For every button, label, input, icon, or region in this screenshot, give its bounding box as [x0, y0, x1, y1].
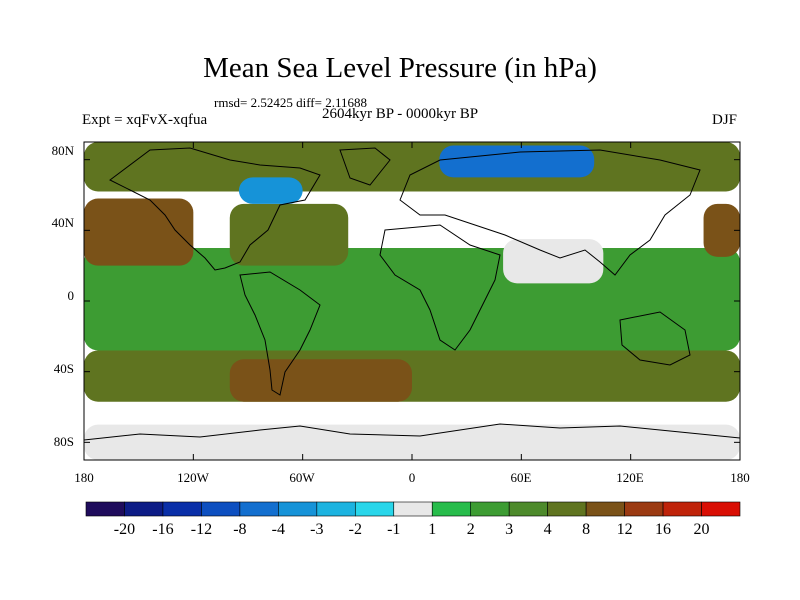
field-region	[84, 198, 194, 266]
field-region	[84, 424, 740, 460]
colorbar-swatch	[278, 501, 318, 517]
colorbar-swatch	[624, 501, 664, 517]
field-region	[229, 203, 349, 266]
field-region	[84, 142, 740, 192]
experiment-label: Expt = xqFvX-xqfua	[82, 112, 208, 128]
colorbar-label: -8	[233, 521, 247, 538]
colorbar-label: -20	[113, 521, 136, 538]
x-tick-label: 120W	[177, 470, 209, 485]
coastlines	[84, 147, 740, 441]
period-label: 2604kyr BP - 0000kyr BP	[322, 106, 479, 122]
colorbar-swatch	[701, 501, 741, 517]
colorbar-label: 3	[505, 521, 514, 538]
colorbar-label: -4	[271, 521, 285, 538]
colorbar-label: -1	[387, 521, 401, 538]
colorbar-label: 2	[466, 521, 475, 538]
colorbar-label: 4	[543, 521, 552, 538]
x-tick-label: 120E	[616, 470, 644, 485]
y-tick-label: 40N	[51, 215, 74, 230]
colorbar-label: 20	[693, 521, 710, 538]
colorbar-label: -2	[348, 521, 362, 538]
colorbar-swatch	[354, 501, 395, 517]
colorbar-label: 12	[616, 521, 633, 538]
x-tick-label: 180	[730, 470, 750, 485]
colorbar	[85, 501, 741, 517]
field-region	[238, 177, 303, 204]
stats-line: rmsd= 2.52425 diff= 2.11688	[214, 95, 367, 110]
y-tick-label: 40S	[53, 361, 74, 376]
colorbar-swatch	[431, 501, 472, 517]
colorbar-swatch	[470, 501, 510, 517]
x-tick-label: 180	[74, 470, 94, 485]
colorbar-swatch	[85, 501, 125, 517]
field-region	[503, 239, 604, 284]
colorbar-swatch	[662, 501, 702, 517]
colorbar-swatch	[124, 501, 164, 517]
x-tick-label: 0	[408, 470, 416, 485]
colorbar-label: 16	[655, 521, 672, 538]
y-tick-label: 0	[67, 288, 75, 303]
x-tick-label: 60W	[289, 470, 315, 485]
colorbar-label: -12	[190, 521, 213, 538]
y-tick-label: 80S	[53, 434, 74, 449]
colorbar-swatch	[201, 501, 241, 517]
colorbar-swatch	[547, 501, 587, 517]
season-label: DJF	[712, 112, 738, 128]
colorbar-label: 8	[582, 521, 591, 538]
colorbar-swatch	[508, 501, 548, 517]
field-region	[703, 203, 740, 257]
colorbar-swatch	[393, 501, 433, 517]
field-region	[229, 359, 412, 402]
y-tick-label: 80N	[51, 143, 74, 158]
colorbar-swatch	[316, 501, 356, 517]
axis-ticks	[83, 142, 741, 460]
colorbar-swatch	[239, 501, 279, 517]
pressure-field	[84, 142, 740, 460]
x-tick-label: 60E	[510, 470, 532, 485]
colorbar-label: 1	[428, 521, 437, 538]
field-region	[439, 145, 595, 178]
colorbar-label: -3	[310, 521, 324, 538]
colorbar-swatch	[162, 501, 202, 517]
colorbar-swatch	[585, 501, 625, 517]
colorbar-label: -16	[152, 521, 174, 538]
figure-title: Mean Sea Level Pressure (in hPa)	[203, 52, 597, 84]
